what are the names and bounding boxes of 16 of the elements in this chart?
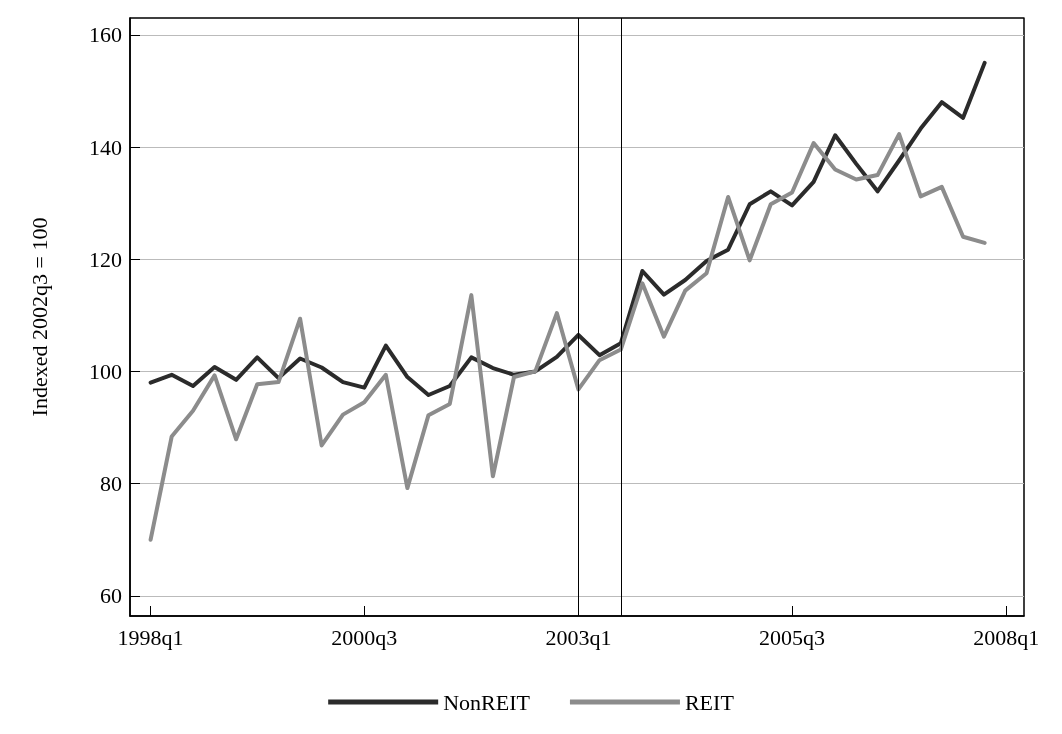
legend-label: NonREIT bbox=[443, 689, 531, 715]
x-tick-label: 2003q1 bbox=[545, 624, 612, 650]
y-tick-label: 100 bbox=[89, 358, 122, 384]
legend-label: REIT bbox=[684, 689, 735, 715]
y-tick-label: 60 bbox=[100, 583, 122, 609]
x-tick-label: 2000q3 bbox=[331, 624, 398, 650]
x-tick-label: 2005q3 bbox=[759, 624, 826, 650]
line-series bbox=[148, 60, 987, 397]
y-tick-label: 140 bbox=[89, 134, 122, 160]
y-axis-title: Indexed 2002q3 = 100 bbox=[26, 217, 52, 417]
y-tick-label: 80 bbox=[100, 471, 122, 497]
line-series bbox=[148, 132, 987, 542]
x-tick-label: 1998q1 bbox=[117, 624, 184, 650]
x-tick-label: 2008q1 bbox=[973, 624, 1040, 650]
y-tick-label: 160 bbox=[89, 22, 122, 48]
y-tick-label: 120 bbox=[89, 246, 122, 272]
